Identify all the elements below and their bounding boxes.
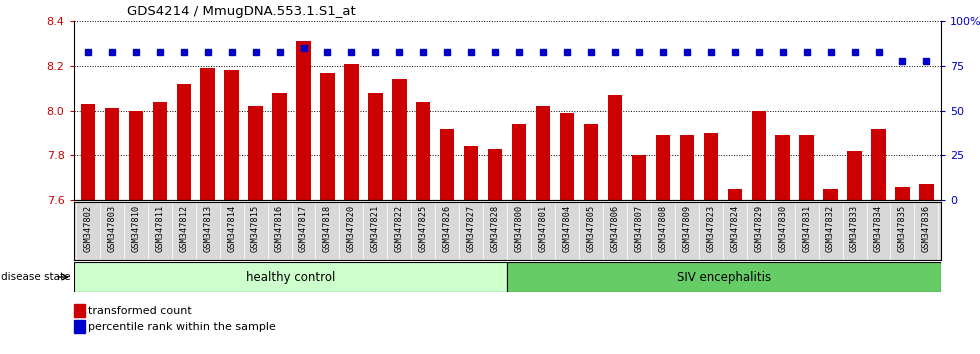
Text: GSM347815: GSM347815 [251,205,260,252]
Text: SIV encephalitis: SIV encephalitis [677,270,771,284]
Bar [201,68,215,200]
Bar [488,149,503,200]
Text: GSM347833: GSM347833 [850,205,859,252]
Text: GSM347803: GSM347803 [108,205,117,252]
Text: disease state: disease state [1,272,71,282]
Text: GSM347811: GSM347811 [155,205,165,252]
Bar [584,124,598,200]
Bar [823,189,838,200]
Bar [153,102,167,200]
Bar [680,135,694,200]
Text: GDS4214 / MmugDNA.553.1.S1_at: GDS4214 / MmugDNA.553.1.S1_at [127,5,356,18]
Bar [656,135,670,200]
Bar [919,184,934,200]
Text: GSM347808: GSM347808 [659,205,667,252]
Bar [80,104,95,200]
Text: healthy control: healthy control [246,270,335,284]
Text: GSM347813: GSM347813 [203,205,212,252]
Bar [800,135,813,200]
Text: GSM347820: GSM347820 [347,205,356,252]
Bar [392,79,407,200]
Text: GSM347823: GSM347823 [707,205,715,252]
Bar [440,129,455,200]
Bar [608,95,622,200]
Bar [896,187,909,200]
Text: GSM347825: GSM347825 [418,205,428,252]
Bar [508,262,941,292]
Text: GSM347816: GSM347816 [275,205,284,252]
Bar [320,73,334,200]
Text: GSM347805: GSM347805 [586,205,596,252]
Text: GSM347835: GSM347835 [898,205,907,252]
Text: GSM347818: GSM347818 [323,205,332,252]
Text: GSM347826: GSM347826 [443,205,452,252]
Bar [727,189,742,200]
Bar [176,84,191,200]
Text: GSM347807: GSM347807 [634,205,644,252]
Text: GSM347809: GSM347809 [682,205,691,252]
Bar [224,70,239,200]
Bar [560,113,574,200]
Text: transformed count: transformed count [88,306,192,316]
Text: GSM347832: GSM347832 [826,205,835,252]
Text: GSM347800: GSM347800 [514,205,523,252]
Text: percentile rank within the sample: percentile rank within the sample [88,322,276,332]
Bar [296,41,311,200]
Text: GSM347804: GSM347804 [563,205,571,252]
Bar [536,106,551,200]
Text: GSM347824: GSM347824 [730,205,739,252]
Bar [368,93,382,200]
Text: GSM347827: GSM347827 [466,205,475,252]
Text: GSM347821: GSM347821 [370,205,380,252]
Bar [105,108,119,200]
Text: GSM347831: GSM347831 [803,205,811,252]
Text: GSM347814: GSM347814 [227,205,236,252]
Text: GSM347830: GSM347830 [778,205,787,252]
Bar [272,93,287,200]
Text: GSM347806: GSM347806 [611,205,619,252]
Text: GSM347836: GSM347836 [922,205,931,252]
Bar [848,151,861,200]
Text: GSM347834: GSM347834 [874,205,883,252]
Text: GSM347817: GSM347817 [299,205,308,252]
Text: GSM347802: GSM347802 [83,205,92,252]
Text: GSM347812: GSM347812 [179,205,188,252]
Text: GSM347828: GSM347828 [491,205,500,252]
Bar [416,102,430,200]
Bar [344,64,359,200]
Bar [871,129,886,200]
Bar [74,262,508,292]
Bar [128,110,143,200]
Bar [752,110,766,200]
Text: GSM347810: GSM347810 [131,205,140,252]
Bar [775,135,790,200]
Text: GSM347829: GSM347829 [755,205,763,252]
Text: GSM347822: GSM347822 [395,205,404,252]
Bar [704,133,718,200]
Bar [632,155,646,200]
Bar [512,124,526,200]
Bar [464,147,478,200]
Text: GSM347801: GSM347801 [539,205,548,252]
Bar [248,106,263,200]
